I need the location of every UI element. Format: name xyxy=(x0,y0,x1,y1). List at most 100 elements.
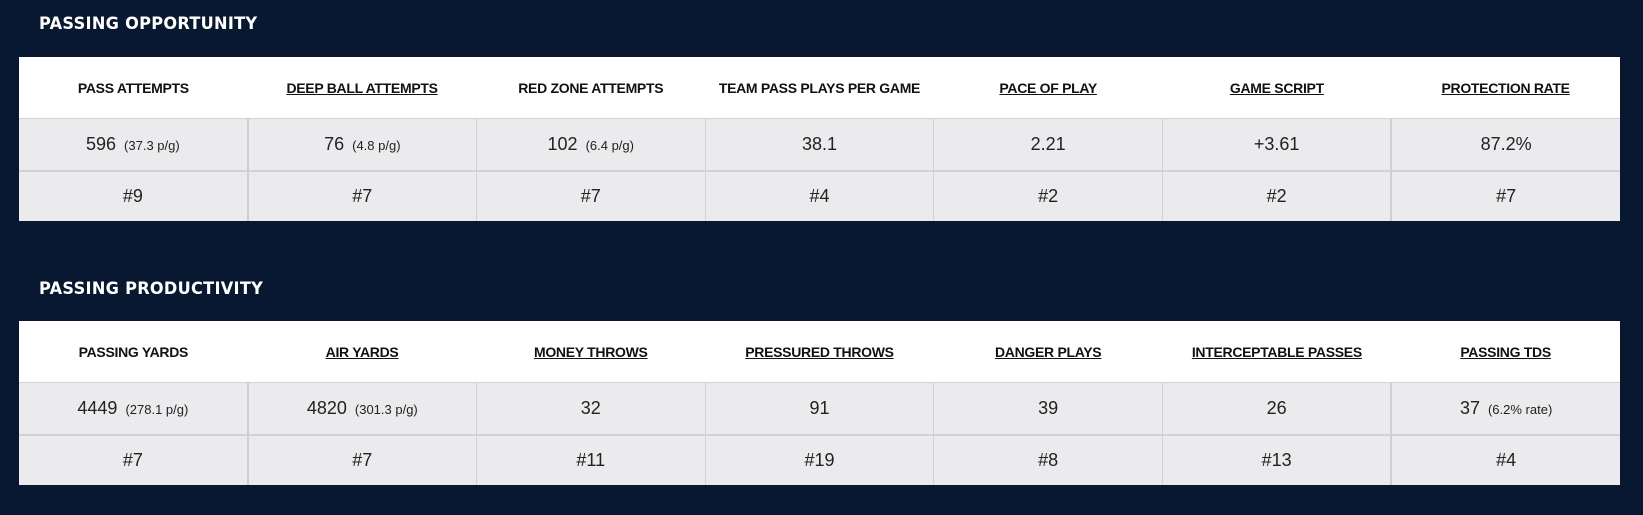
stat-subvalue: (278.1 p/g) xyxy=(125,402,189,417)
column-header-label[interactable]: DANGER PLAYS xyxy=(994,343,1102,360)
value-cell: 102 (6.4 p/g) xyxy=(475,118,706,171)
rank-cell: #11 xyxy=(475,434,706,485)
stat-rank: #7 xyxy=(352,186,373,206)
header-row: PASS ATTEMPTS DEEP BALL ATTEMPTS RED ZONE … xyxy=(19,57,1620,119)
column-header: RED ZONE ATTEMPTS xyxy=(476,57,706,119)
value-cell: 32 xyxy=(475,382,706,435)
value-cell: 26 xyxy=(1162,382,1392,435)
stat-value: 76 xyxy=(324,134,345,154)
column-header-label: PASS ATTEMPTS xyxy=(77,79,189,96)
rank-cell: #2 xyxy=(933,170,1163,221)
rank-cell: #7 xyxy=(1390,170,1620,221)
value-cell: 37 (6.2% rate) xyxy=(1390,382,1620,435)
column-header-label[interactable]: PACE OF PLAY xyxy=(999,79,1097,96)
stat-rank: #7 xyxy=(580,186,601,206)
value-cell: 38.1 xyxy=(704,118,934,171)
column-header-label[interactable]: AIR YARDS xyxy=(325,343,399,360)
column-header-label[interactable]: PROTECTION RATE xyxy=(1441,79,1570,96)
value-cell: 39 xyxy=(933,382,1163,435)
stat-rank: #19 xyxy=(804,450,835,470)
stat-rank: #11 xyxy=(576,450,606,470)
stat-rank: #2 xyxy=(1038,186,1059,206)
value-cell: 4820 (301.3 p/g) xyxy=(246,382,477,435)
stat-subvalue: (4.8 p/g) xyxy=(352,138,401,153)
rank-cell: #9 xyxy=(19,170,248,221)
passing-productivity-table: PASSING YARDS AIR YARDS MONEY THROWS PRESSU… xyxy=(19,321,1620,485)
rank-cell: #4 xyxy=(1390,434,1620,485)
rank-cell: #4 xyxy=(704,170,934,221)
column-header[interactable]: PASSING TDS xyxy=(1391,321,1620,383)
stat-value: 102 xyxy=(547,134,578,154)
value-cell: +3.61 xyxy=(1162,118,1392,171)
stat-rank: #13 xyxy=(1261,450,1292,470)
column-header-label: RED ZONE ATTEMPTS xyxy=(518,79,664,96)
stat-subvalue: (6.4 p/g) xyxy=(585,138,634,153)
value-cell: 76 (4.8 p/g) xyxy=(246,118,477,171)
values-row: 596 (37.3 p/g) 76 (4.8 p/g) 102 (6.4 p/g) 38.1… xyxy=(19,118,1620,171)
stat-value: 26 xyxy=(1266,398,1287,418)
column-header: PASS ATTEMPTS xyxy=(19,57,248,119)
stat-rank: #4 xyxy=(809,186,830,206)
column-header-label: TEAM PASS PLAYS PER GAME xyxy=(718,79,921,96)
column-header[interactable]: PACE OF PLAY xyxy=(933,57,1163,119)
rank-cell: #2 xyxy=(1162,170,1392,221)
column-header: TEAM PASS PLAYS PER GAME xyxy=(705,57,934,119)
stat-value: 2.21 xyxy=(1030,134,1066,154)
rank-cell: #7 xyxy=(246,170,477,221)
stat-subvalue: (37.3 p/g) xyxy=(124,138,180,153)
column-header[interactable]: PRESSURED THROWS xyxy=(705,321,934,383)
header-row: PASSING YARDS AIR YARDS MONEY THROWS PRESSU… xyxy=(19,321,1620,383)
column-header-label[interactable]: DEEP BALL ATTEMPTS xyxy=(286,79,438,96)
column-header-label[interactable]: MONEY THROWS xyxy=(533,343,648,360)
value-cell: 4449 (278.1 p/g) xyxy=(19,382,248,435)
column-header: PASSING YARDS xyxy=(19,321,248,383)
stat-rank: #8 xyxy=(1038,450,1059,470)
value-cell: 87.2% xyxy=(1390,118,1620,171)
column-header-label: PASSING YARDS xyxy=(78,343,189,360)
stat-rank: #7 xyxy=(1496,186,1517,206)
stat-rank: #7 xyxy=(352,450,373,470)
ranks-row: #7 #7 #11 #19 #8 #13 #4 xyxy=(19,434,1620,485)
stat-subvalue: (301.3 p/g) xyxy=(354,402,418,417)
stat-value: 87.2% xyxy=(1480,134,1532,154)
stat-value: 4449 xyxy=(77,398,118,418)
stat-value: 32 xyxy=(580,398,601,418)
column-header[interactable]: GAME SCRIPT xyxy=(1162,57,1392,119)
stat-rank: #2 xyxy=(1266,186,1287,206)
section-title: PASSING OPPORTUNITY xyxy=(39,14,258,34)
stat-rank: #9 xyxy=(122,186,143,206)
rank-cell: #19 xyxy=(704,434,934,485)
column-header-label[interactable]: PASSING TDS xyxy=(1460,343,1551,360)
column-header[interactable]: INTERCEPTABLE PASSES xyxy=(1162,321,1392,383)
rank-cell: #13 xyxy=(1162,434,1392,485)
stat-value: 91 xyxy=(809,398,830,418)
values-row: 4449 (278.1 p/g) 4820 (301.3 p/g) 32 91 39 26 37… xyxy=(19,382,1620,435)
column-header[interactable]: PROTECTION RATE xyxy=(1391,57,1620,119)
value-cell: 2.21 xyxy=(933,118,1163,171)
stat-rank: #4 xyxy=(1496,450,1517,470)
column-header[interactable]: AIR YARDS xyxy=(247,321,477,383)
stat-subvalue: (6.2% rate) xyxy=(1487,402,1553,417)
column-header[interactable]: DEEP BALL ATTEMPTS xyxy=(247,57,477,119)
column-header-label[interactable]: GAME SCRIPT xyxy=(1229,79,1324,96)
rank-cell: #7 xyxy=(19,434,248,485)
stat-value: 596 xyxy=(86,134,117,154)
stat-rank: #7 xyxy=(122,450,143,470)
stat-value: 4820 xyxy=(306,398,347,418)
column-header-label[interactable]: PRESSURED THROWS xyxy=(745,343,894,360)
value-cell: 91 xyxy=(704,382,934,435)
column-header[interactable]: MONEY THROWS xyxy=(476,321,706,383)
stat-value: 39 xyxy=(1038,398,1059,418)
column-header[interactable]: DANGER PLAYS xyxy=(933,321,1163,383)
stat-value: 38.1 xyxy=(801,134,837,154)
rank-cell: #8 xyxy=(933,434,1163,485)
ranks-row: #9 #7 #7 #4 #2 #2 #7 xyxy=(19,170,1620,221)
column-header-label[interactable]: INTERCEPTABLE PASSES xyxy=(1191,343,1362,360)
passing-opportunity-table: PASS ATTEMPTS DEEP BALL ATTEMPTS RED ZONE … xyxy=(19,57,1620,221)
rank-cell: #7 xyxy=(246,434,477,485)
rank-cell: #7 xyxy=(475,170,706,221)
stat-value: +3.61 xyxy=(1253,134,1300,154)
stat-value: 37 xyxy=(1459,398,1480,418)
section-title: PASSING PRODUCTIVITY xyxy=(39,279,264,299)
value-cell: 596 (37.3 p/g) xyxy=(19,118,248,171)
